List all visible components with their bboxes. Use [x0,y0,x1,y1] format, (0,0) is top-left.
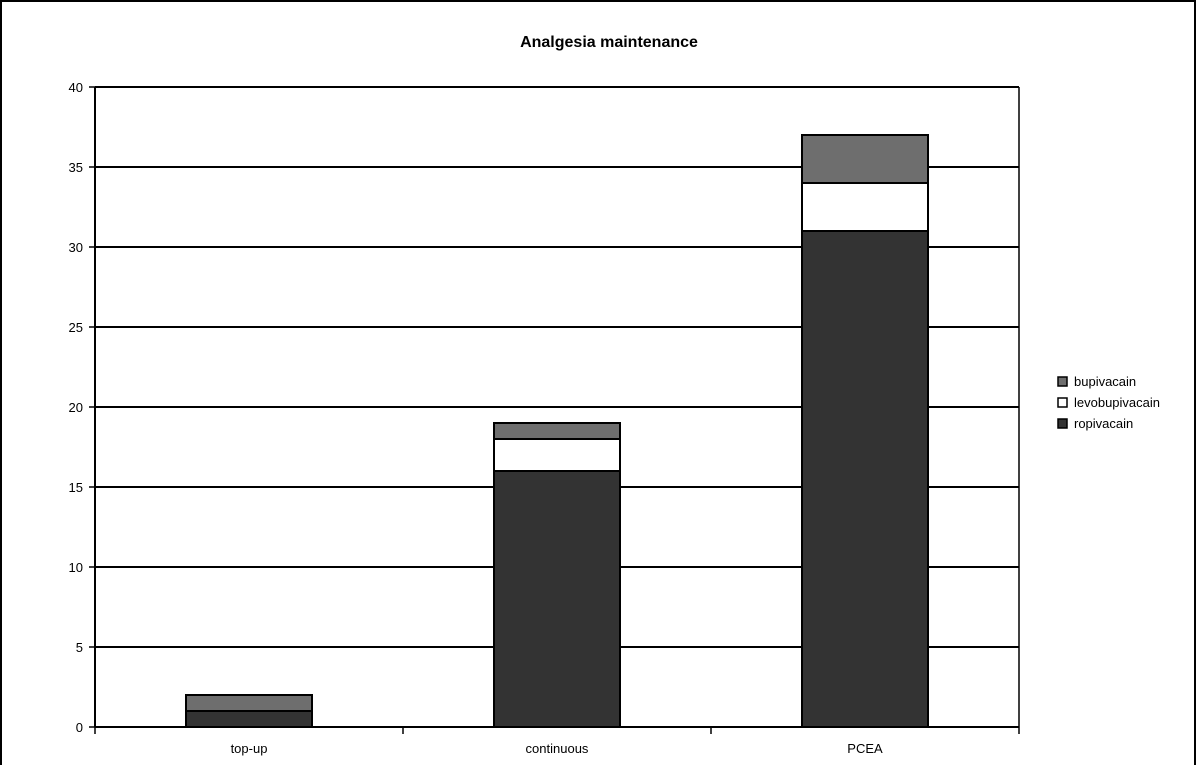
legend-label-levobupivacain: levobupivacain [1074,395,1160,410]
legend-label-ropivacain: ropivacain [1074,416,1133,431]
legend-swatch-bupivacain [1057,376,1068,387]
bar-ropivacain-continuous [493,470,621,728]
legend-label-bupivacain: bupivacain [1074,374,1136,389]
y-tick-label-10: 10 [69,560,83,575]
y-tick-label-20: 20 [69,400,83,415]
y-tick-label-0: 0 [76,720,83,735]
bar-ropivacain-PCEA [801,230,929,728]
bar-bupivacain-continuous [493,422,621,440]
chart-title: Analgesia maintenance [520,34,698,51]
x-tick-label-top-up: top-up [231,741,268,756]
y-tick-label-30: 30 [69,240,83,255]
x-tick-label-PCEA: PCEA [847,741,883,756]
y-tick-label-35: 35 [69,160,83,175]
bar-levobupivacain-PCEA [801,182,929,232]
bar-bupivacain-top-up [185,694,313,712]
y-tick-label-15: 15 [69,480,83,495]
y-tick-label-25: 25 [69,320,83,335]
legend-swatch-ropivacain [1057,418,1068,429]
legend-swatch-levobupivacain [1057,397,1068,408]
y-tick-label-5: 5 [76,640,83,655]
x-tick-label-continuous: continuous [526,741,589,756]
bar-ropivacain-top-up [185,710,313,728]
bar-levobupivacain-continuous [493,438,621,472]
bar-bupivacain-PCEA [801,134,929,184]
y-tick-label-40: 40 [69,80,83,95]
